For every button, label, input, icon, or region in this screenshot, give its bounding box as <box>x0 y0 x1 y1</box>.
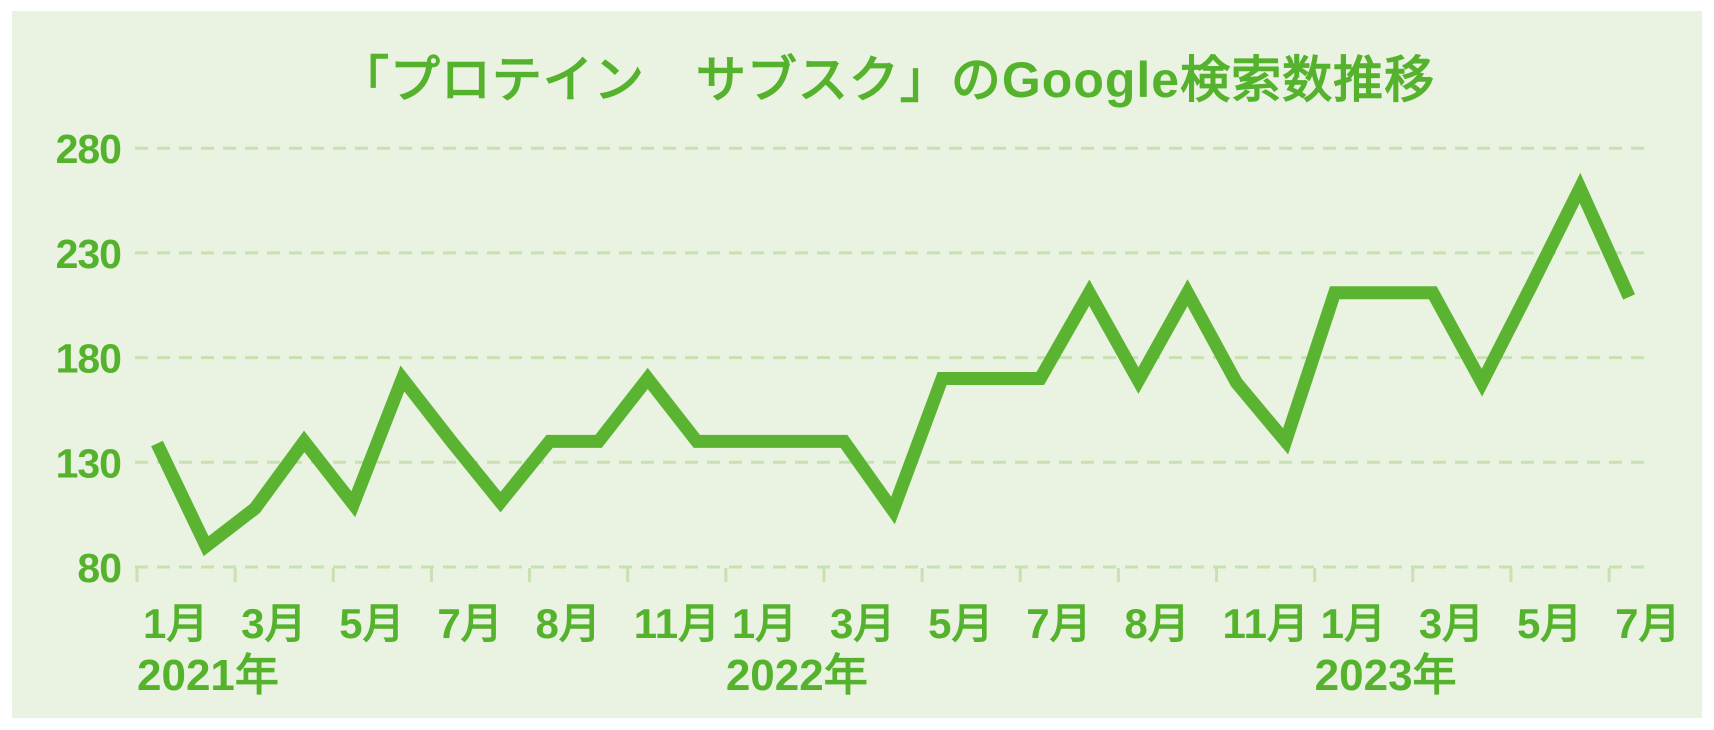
x-axis-label: 11月 <box>634 600 720 647</box>
year-label-2021: 2021年 <box>137 651 279 700</box>
y-axis-label-130: 130 <box>56 440 122 486</box>
trend-line <box>151 172 1636 557</box>
chart-title: 「プロテイン サブスク」のGoogle検索数推移 <box>338 52 1436 108</box>
y-axis-label-280: 280 <box>56 126 122 172</box>
x-axis-label: 8月 <box>536 600 601 647</box>
x-axis-label: 5月 <box>1517 600 1582 647</box>
x-axis-label: 11月 <box>1223 600 1309 647</box>
x-axis-label: 1月 <box>143 600 208 647</box>
x-axis-label: 7月 <box>437 600 502 647</box>
year-label-2022: 2022年 <box>726 651 868 700</box>
x-axis-label: 5月 <box>339 600 404 647</box>
y-axis-label-180: 180 <box>56 336 122 382</box>
y-axis-label-230: 230 <box>56 231 122 277</box>
x-axis-label: 1月 <box>732 600 797 647</box>
x-axis-label: 3月 <box>241 600 306 647</box>
x-axis-label: 5月 <box>928 600 993 647</box>
x-axis-label: 3月 <box>1419 600 1484 647</box>
chart-panel <box>12 11 1702 718</box>
y-axis-label-80: 80 <box>77 545 121 591</box>
x-axis-label: 3月 <box>830 600 895 647</box>
year-label-2023: 2023年 <box>1315 651 1457 700</box>
x-axis-label: 1月 <box>1321 600 1386 647</box>
x-axis-label: 7月 <box>1026 600 1091 647</box>
x-axis-label: 8月 <box>1124 600 1189 647</box>
x-axis-label: 7月 <box>1615 600 1680 647</box>
